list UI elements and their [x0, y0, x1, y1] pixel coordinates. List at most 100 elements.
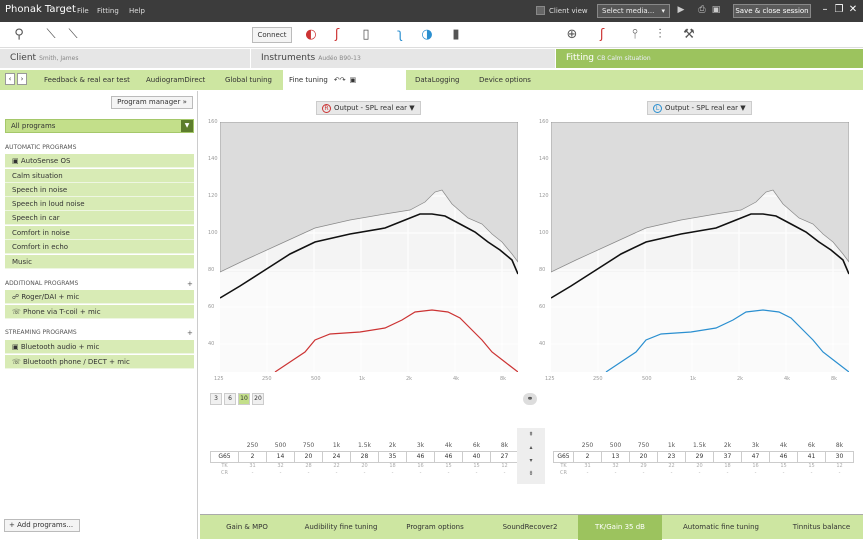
tab-tk-gain[interactable]: TK/Gain 35 dB: [578, 515, 662, 540]
save-close-button[interactable]: Save & close session: [733, 4, 811, 18]
gain-cell[interactable]: 13: [601, 450, 630, 463]
gain-cell[interactable]: 41: [797, 450, 826, 463]
play-icon[interactable]: ▶: [677, 5, 685, 15]
resolution-button[interactable]: 10: [238, 393, 250, 405]
connect-button[interactable]: Connect: [252, 27, 292, 43]
program-item[interactable]: Speech in loud noise: [5, 197, 194, 211]
tuning-fork-icon[interactable]: ⫯: [632, 27, 638, 42]
program-item[interactable]: Speech in noise: [5, 183, 194, 197]
gain-cell[interactable]: 29: [685, 450, 714, 463]
gain-cell[interactable]: 20: [294, 450, 323, 463]
remote-icon[interactable]: ▯: [362, 27, 370, 42]
left-hearing-aid-icon[interactable]: ◑: [421, 27, 433, 42]
client-view-checkbox[interactable]: [536, 6, 545, 15]
right-output-selector[interactable]: R Output - SPL real ear ▼: [316, 101, 421, 115]
audiogram-curve-icon[interactable]: ⟍: [68, 27, 78, 42]
binaural-ear-icon[interactable]: ʃ: [599, 27, 605, 42]
program-item[interactable]: Comfort in echo: [5, 240, 194, 254]
program-manager-button[interactable]: Program manager »: [111, 96, 193, 109]
target-icon[interactable]: ⊕: [566, 27, 578, 42]
gain-cell[interactable]: 2: [238, 450, 267, 463]
tab-device-options[interactable]: Device options: [479, 76, 531, 84]
program-item[interactable]: ▣ AutoSense OS: [5, 154, 194, 168]
resolution-button[interactable]: 6: [224, 393, 236, 405]
undo-redo-icon[interactable]: ↶↷: [333, 76, 346, 84]
next-tab-icon[interactable]: ›: [17, 73, 27, 85]
wrench-icon[interactable]: ⚒: [683, 27, 695, 42]
gain-cell[interactable]: 23: [657, 450, 686, 463]
select-media-dropdown[interactable]: Select media... ▾: [597, 4, 670, 18]
all-programs-dropdown[interactable]: All programs ▼: [5, 119, 194, 133]
gain-cell[interactable]: 46: [769, 450, 798, 463]
add-icon[interactable]: +: [187, 329, 193, 337]
program-item[interactable]: Speech in car: [5, 211, 194, 225]
tab-audiogram-direct[interactable]: AudiogramDirect: [146, 76, 206, 84]
menu-file[interactable]: File: [77, 7, 89, 15]
audiogram-icon[interactable]: ⟍: [46, 27, 56, 42]
gain-cell[interactable]: 46: [434, 450, 463, 463]
client-person-icon[interactable]: ⚲: [14, 27, 24, 42]
gain-cell[interactable]: 20: [629, 450, 658, 463]
step-up-large-icon[interactable]: ⇞: [528, 431, 534, 438]
prev-tab-icon[interactable]: ‹: [5, 73, 15, 85]
save-icon[interactable]: ▣: [711, 5, 721, 15]
battery-icon[interactable]: ▮: [452, 27, 460, 42]
client-section[interactable]: Client Smith, James: [0, 49, 250, 68]
gain-cell[interactable]: 2: [573, 450, 602, 463]
gain-cell[interactable]: 30: [825, 450, 854, 463]
step-down-large-icon[interactable]: ⇟: [528, 470, 534, 477]
tab-fine-tuning[interactable]: Fine tuning ↶↷ ▣: [283, 70, 406, 90]
step-up-icon[interactable]: ▴: [529, 444, 533, 451]
program-item[interactable]: Calm situation: [5, 169, 194, 183]
add-programs-button[interactable]: + Add programs...: [4, 519, 80, 532]
tab-automatic-fine-tuning[interactable]: Automatic fine tuning: [683, 523, 759, 531]
minimize-icon[interactable]: –: [822, 4, 828, 15]
gain-cell[interactable]: 24: [322, 450, 351, 463]
equalizer-icon[interactable]: ⫶: [658, 27, 662, 42]
close-icon[interactable]: ✕: [848, 4, 858, 15]
program-item[interactable]: ☏ Phone via T-coil + mic: [5, 305, 194, 319]
gain-cell[interactable]: 40: [462, 450, 491, 463]
tab-program-options[interactable]: Program options: [406, 523, 464, 531]
program-item[interactable]: Comfort in noise: [5, 226, 194, 240]
tab-audibility-fine-tuning[interactable]: Audibility fine tuning: [304, 523, 378, 531]
left-ear-graph[interactable]: [551, 122, 849, 372]
right-ear-graph[interactable]: [220, 122, 518, 372]
tab-global-tuning[interactable]: Global tuning: [225, 76, 272, 84]
right-hearing-aid-icon[interactable]: ◐: [305, 27, 317, 42]
gain-cell[interactable]: 47: [741, 450, 770, 463]
gain-cell[interactable]: 14: [266, 450, 295, 463]
program-item[interactable]: Music: [5, 255, 194, 269]
program-item[interactable]: ☏ Bluetooth phone / DECT + mic: [5, 355, 194, 369]
tab-gain-mpo[interactable]: Gain & MPO: [226, 523, 268, 531]
left-ear-icon[interactable]: ʅ: [397, 27, 403, 42]
gain-cell[interactable]: 37: [713, 450, 742, 463]
resolution-button[interactable]: 3: [210, 393, 222, 405]
print-icon[interactable]: ⎙: [698, 5, 706, 15]
tab-feedback[interactable]: Feedback & real ear test: [44, 76, 130, 84]
menu-fitting[interactable]: Fitting: [97, 7, 119, 15]
left-output-selector[interactable]: L Output - SPL real ear ▼: [647, 101, 752, 115]
add-icon[interactable]: +: [187, 280, 193, 288]
compare-icon[interactable]: ▣: [349, 76, 357, 84]
step-down-icon[interactable]: ▾: [529, 457, 533, 464]
tk-cell: 20: [361, 462, 368, 469]
instruments-section[interactable]: Instruments Audéo B90-13: [251, 49, 555, 68]
lower-area: [220, 272, 518, 372]
gain-cell[interactable]: 46: [406, 450, 435, 463]
program-item[interactable]: ▣ Bluetooth audio + mic: [5, 340, 194, 354]
gain-cell[interactable]: 28: [350, 450, 379, 463]
restore-icon[interactable]: ❐: [834, 4, 844, 15]
tab-soundrecover2[interactable]: SoundRecover2: [502, 523, 558, 531]
tab-tinnitus-balance[interactable]: Tinnitus balance: [792, 523, 851, 531]
tab-datalogging[interactable]: DataLogging: [415, 76, 460, 84]
menu-help[interactable]: Help: [129, 7, 145, 15]
cr-cell: -: [586, 469, 589, 476]
gain-cell[interactable]: 27: [490, 450, 519, 463]
link-sides-icon[interactable]: ⚭: [523, 393, 537, 405]
resolution-button[interactable]: 20: [252, 393, 264, 405]
program-item[interactable]: ☍ Roger/DAI + mic: [5, 290, 194, 304]
gain-cell[interactable]: 35: [378, 450, 407, 463]
fitting-section[interactable]: Fitting CB Calm situation: [556, 49, 863, 68]
right-ear-icon[interactable]: ʃ: [334, 27, 340, 42]
